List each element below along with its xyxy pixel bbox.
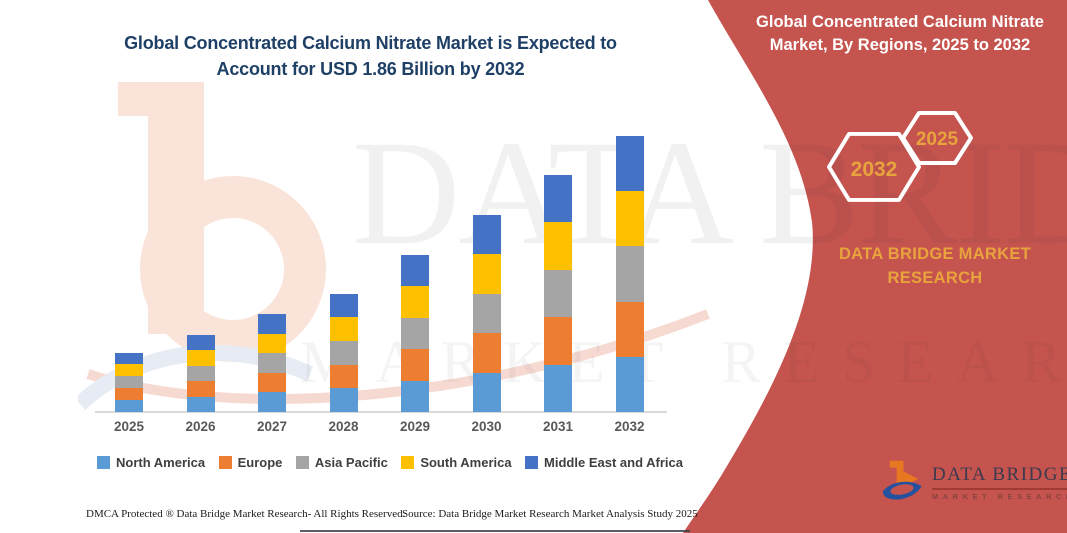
bar-segment (329, 340, 358, 365)
bar-2025 (115, 352, 143, 412)
bar-2027 (258, 314, 286, 412)
bar-segment (258, 353, 286, 373)
x-axis-label-2025: 2025 (113, 419, 145, 434)
panel-title: Global Concentrated Calcium Nitrate Mark… (756, 13, 1044, 54)
bar-segment (401, 286, 429, 318)
logo-subtitle: MARKET RESEARCH (932, 491, 1067, 501)
bar-segment (115, 364, 143, 377)
bar-segment (615, 191, 644, 247)
bottom-divider (300, 530, 690, 532)
bar-segment (329, 388, 358, 412)
hexagon-2032 (827, 132, 921, 202)
x-axis-label-2032: 2032 (614, 419, 645, 434)
x-axis-label-2029: 2029 (399, 419, 431, 434)
legend-label: North America (116, 455, 206, 470)
legend-marker-icon (401, 456, 415, 469)
legend-label: Europe (237, 455, 283, 470)
legend-item-middle-east-and-africa: Middle East and Africa (525, 455, 683, 470)
bar-segment (544, 269, 572, 317)
x-axis-label-2030: 2030 (471, 419, 502, 434)
bar-2029 (401, 254, 429, 412)
legend-marker-icon (218, 456, 232, 469)
bar-segment (186, 335, 215, 351)
legend-item-north-america: North America (97, 455, 205, 470)
bar-2026 (186, 335, 215, 412)
legend-item-europe: Europe (218, 455, 283, 470)
bar-segment (472, 254, 501, 294)
bar-segment (544, 317, 572, 365)
legend-item-asia-pacific: Asia Pacific (295, 455, 388, 470)
x-axis-label-2028: 2028 (328, 419, 359, 434)
bar-segment (615, 136, 644, 192)
dmca-notice: DMCA Protected ® Data Bridge Market Rese… (86, 508, 406, 520)
bar-2028 (329, 293, 358, 412)
page-title: Global Concentrated Calcium Nitrate Mark… (124, 33, 617, 79)
chart-legend: North America Europe Asia Pacific South Ame… (97, 455, 683, 470)
bar-segment (472, 214, 501, 254)
bar-segment (544, 222, 572, 270)
brand-caption: DATA BRIDGE MARKET RESEARCH (838, 245, 1032, 287)
bar-segment (329, 364, 358, 389)
bar-segment (544, 364, 572, 412)
bar-segment (258, 372, 286, 393)
bar-segment (115, 388, 143, 401)
legend-label: South America (420, 455, 512, 470)
x-axis-label-2027: 2027 (256, 419, 288, 434)
data-bridge-logo: DATA BRIDGE MARKET RESEARCH (880, 458, 1067, 506)
bar-segment (186, 381, 215, 397)
hexagon-2025-label: 2025 (916, 129, 959, 150)
bar-segment (472, 333, 501, 373)
legend-marker-icon (525, 456, 539, 469)
legend-marker-icon (97, 456, 110, 469)
bar-segment (401, 317, 429, 349)
bar-segment (115, 376, 143, 389)
hexagon-2025 (901, 111, 973, 165)
bar-segment (258, 333, 286, 354)
bar-segment (615, 301, 644, 357)
bar-segment (258, 392, 286, 412)
bar-2031 (544, 174, 572, 412)
bar-segment (544, 174, 572, 222)
bar-segment (186, 396, 215, 412)
bar-segment (258, 314, 286, 334)
bar-segment (186, 365, 215, 382)
bar-segment (401, 380, 429, 412)
bar-2032 (615, 136, 644, 412)
legend-item-south-america: South America (401, 455, 512, 470)
bar-segment (472, 372, 501, 412)
bar-segment (615, 246, 644, 302)
legend-marker-icon (295, 456, 309, 469)
bar-segment (115, 400, 143, 412)
bar-segment (329, 293, 358, 318)
year-hexagons: 2032 2025 (827, 111, 973, 202)
legend-label: Middle East and Africa (544, 455, 683, 470)
legend-label: Asia Pacific (314, 455, 388, 470)
bar-segment (115, 352, 143, 365)
logo-title: DATA BRIDGE (932, 464, 1067, 490)
hexagon-2032-label: 2032 (851, 158, 898, 181)
bar-segment (615, 356, 644, 412)
bar-segment (401, 254, 429, 286)
x-axis-label-2026: 2026 (185, 419, 216, 434)
bar-segment (472, 293, 501, 333)
bar-2030 (472, 214, 501, 412)
x-axis-line (95, 411, 667, 413)
bar-segment (401, 349, 429, 381)
x-axis-label-2031: 2031 (542, 419, 574, 434)
bar-segment (186, 350, 215, 366)
source-note: Source: Data Bridge Market Research Mark… (402, 508, 698, 520)
bar-segment (329, 317, 358, 341)
logo-text: DATA BRIDGE MARKET RESEARCH (932, 464, 1067, 501)
logo-b-icon (882, 460, 922, 500)
